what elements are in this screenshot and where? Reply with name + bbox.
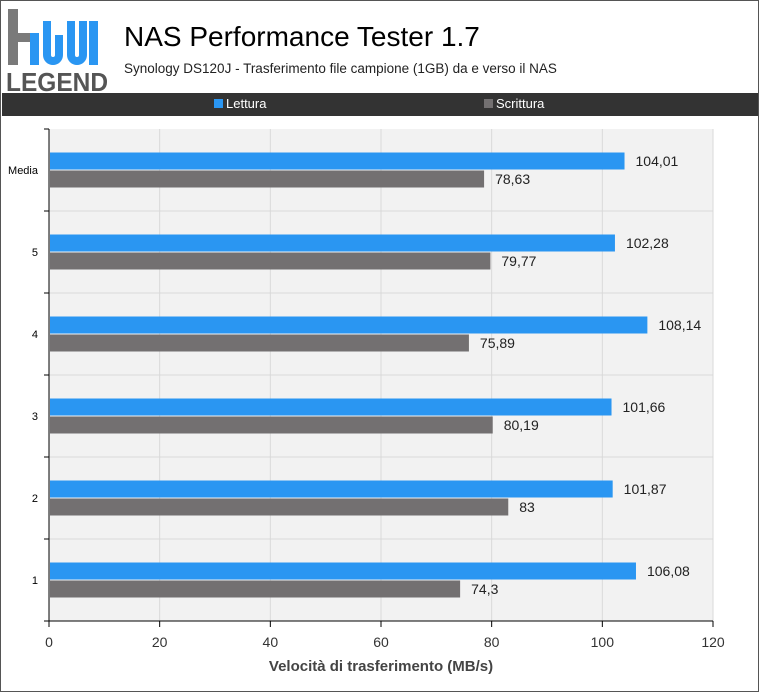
- x-tick-label: 20: [152, 634, 168, 650]
- data-label-lettura: 102,28: [626, 235, 669, 251]
- x-tick-label: 100: [591, 634, 615, 650]
- legend-swatch-lettura: [214, 99, 223, 108]
- x-tick-label: 80: [484, 634, 500, 650]
- x-tick-label: 40: [263, 634, 279, 650]
- x-axis-title: Velocità di trasferimento (MB/s): [269, 658, 493, 675]
- y-tick-label: 4: [32, 329, 38, 341]
- y-tick-label: 1: [32, 575, 38, 587]
- legend-item-scrittura: Scrittura: [484, 96, 544, 111]
- y-tick-label: Media: [8, 165, 39, 177]
- bar-scrittura: [50, 334, 469, 352]
- data-label-lettura: 101,66: [623, 399, 666, 415]
- bar-scrittura: [50, 580, 461, 598]
- data-label-lettura: 108,14: [658, 317, 701, 333]
- data-label-scrittura: 79,77: [501, 253, 536, 269]
- legend-label-lettura: Lettura: [226, 96, 267, 111]
- data-label-lettura: 104,01: [636, 153, 679, 169]
- legend: Lettura Scrittura: [2, 93, 758, 116]
- x-tick-label: 60: [373, 634, 389, 650]
- y-tick-label: 5: [32, 247, 38, 259]
- bar-lettura: [50, 480, 613, 498]
- chart-subtitle: Synology DS120J - Trasferimento file cam…: [124, 61, 557, 76]
- bar-lettura: [50, 316, 648, 334]
- y-tick-label: 3: [32, 411, 38, 423]
- x-tick-label: 120: [701, 634, 725, 650]
- bar-scrittura: [50, 252, 491, 270]
- bar-lettura: [50, 398, 612, 416]
- bar-lettura: [50, 152, 625, 170]
- legend-swatch-scrittura: [484, 99, 493, 108]
- data-label-scrittura: 80,19: [504, 417, 539, 433]
- legend-label-scrittura: Scrittura: [496, 96, 545, 111]
- data-label-lettura: 101,87: [624, 481, 667, 497]
- bar-lettura: [50, 562, 636, 580]
- x-tick-label: 0: [45, 634, 53, 650]
- bar-scrittura: [50, 416, 493, 434]
- logo-text: LEGEND: [6, 67, 108, 93]
- data-label-scrittura: 83: [519, 499, 535, 515]
- data-label-scrittura: 78,63: [495, 171, 530, 187]
- data-label-scrittura: 75,89: [480, 335, 515, 351]
- hwlegend-logo: LEGEND: [6, 9, 108, 93]
- chart-title: NAS Performance Tester 1.7: [124, 21, 480, 52]
- data-label-lettura: 106,08: [647, 563, 690, 579]
- legend-item-lettura: Lettura: [214, 96, 266, 111]
- bar-lettura: [50, 234, 615, 252]
- bar-scrittura: [50, 498, 509, 516]
- bar-scrittura: [50, 170, 485, 188]
- data-label-scrittura: 74,3: [471, 581, 498, 597]
- y-tick-label: 2: [32, 493, 38, 505]
